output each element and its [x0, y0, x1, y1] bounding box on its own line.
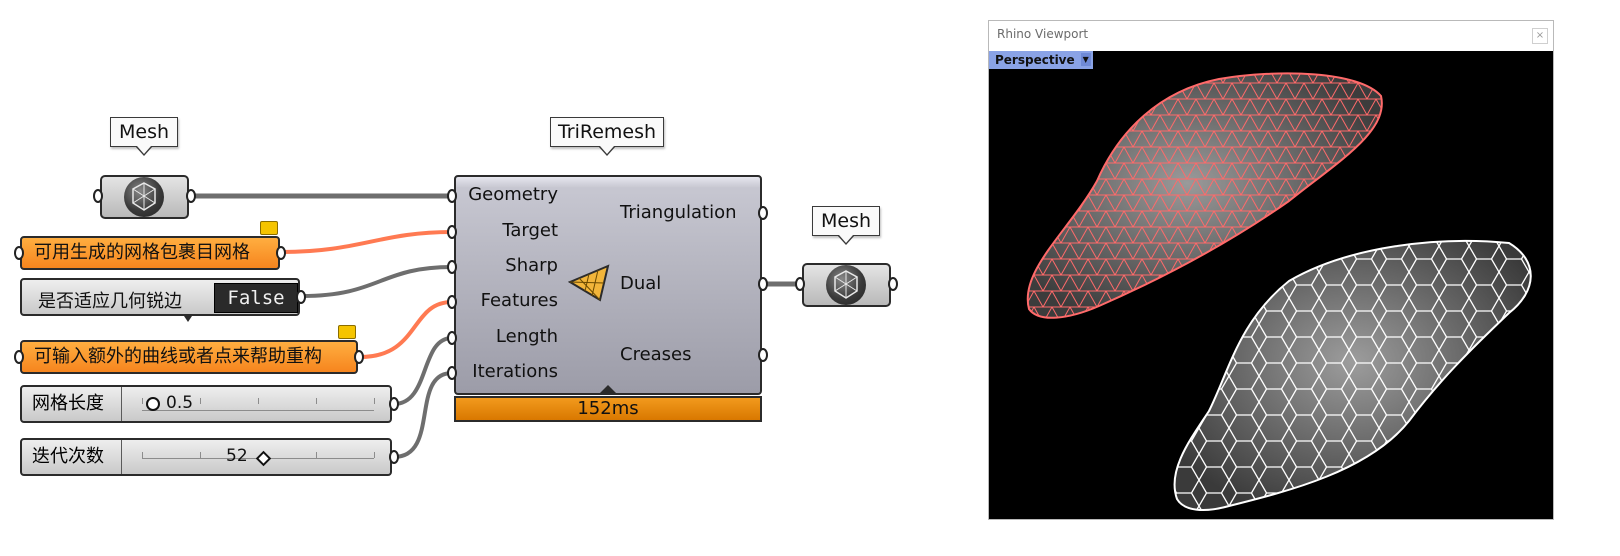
triremesh-top-highlight — [456, 177, 760, 187]
wire-sharp[interactable] — [301, 265, 453, 298]
boolean-toggle-label: 是否适应几何锐边 — [38, 291, 182, 312]
target-note-panel[interactable]: 可用生成的网格包裹目网格 — [20, 236, 280, 270]
view-tab-perspective[interactable]: Perspective ▼ — [989, 51, 1093, 69]
boolean-down-marker — [184, 316, 192, 322]
viewport-title: Rhino Viewport — [997, 27, 1089, 41]
mesh-output-param[interactable] — [802, 263, 891, 307]
slider-tick — [316, 398, 317, 404]
wire-length[interactable] — [393, 336, 453, 406]
slider-tick — [142, 398, 143, 404]
slider-length-track[interactable] — [142, 410, 374, 411]
mesh-output-input-port[interactable] — [795, 277, 805, 291]
features-note-output-port[interactable] — [354, 350, 364, 364]
triangle-mesh-icon — [568, 264, 610, 302]
close-icon[interactable]: × — [1532, 28, 1548, 44]
input-features-label: Features — [480, 290, 558, 311]
mesh-input-param[interactable] — [100, 175, 189, 219]
dual-wire — [1174, 240, 1531, 511]
slider-length-output-port[interactable] — [389, 397, 399, 411]
mesh-output-output-port[interactable] — [888, 277, 898, 291]
slider-length-label: 网格长度 — [22, 387, 122, 421]
triremesh-time-bar: 152ms — [454, 396, 762, 422]
triangulation-wire — [1027, 73, 1382, 318]
input-length-label: Length — [495, 326, 558, 347]
output-creases-port[interactable] — [758, 348, 768, 362]
target-note-output-port[interactable] — [276, 246, 286, 260]
bottom-notch — [600, 385, 616, 393]
mesh-icon — [124, 177, 164, 217]
chevron-down-icon[interactable]: ▼ — [1080, 53, 1091, 66]
output-dual-label: Dual — [620, 273, 662, 294]
slider-tick — [316, 452, 317, 458]
input-features-port[interactable] — [447, 295, 457, 309]
note-icon — [260, 221, 278, 235]
slider-length-handle[interactable] — [146, 397, 160, 411]
slider-tick — [142, 452, 143, 458]
slider-iterations[interactable]: 迭代次数 52 — [20, 438, 392, 476]
tag-triremesh: TriRemesh — [550, 117, 664, 156]
slider-iterations-handle[interactable] — [255, 450, 272, 467]
input-iterations-label: Iterations — [472, 361, 558, 382]
slider-iterations-label: 迭代次数 — [22, 440, 122, 474]
slider-length[interactable]: 网格长度 0.5 — [20, 385, 392, 423]
target-note-input-port[interactable] — [14, 246, 24, 260]
mesh-input-left-port[interactable] — [93, 189, 103, 203]
slider-tick — [200, 398, 201, 404]
input-geometry-port[interactable] — [447, 189, 457, 203]
slider-iterations-output-port[interactable] — [389, 450, 399, 464]
output-dual-port[interactable] — [758, 277, 768, 291]
viewport-canvas[interactable]: Perspective ▼ — [989, 51, 1553, 519]
mesh-input-output-port[interactable] — [186, 189, 196, 203]
view-tab-label: Perspective — [995, 53, 1075, 67]
input-length-port[interactable] — [447, 331, 457, 345]
wire-iterations[interactable] — [393, 371, 453, 459]
input-target-label: Target — [502, 220, 558, 241]
slider-iterations-value: 52 — [226, 446, 248, 466]
slider-tick — [258, 398, 259, 404]
boolean-toggle[interactable]: 是否适应几何锐边 False — [20, 278, 300, 316]
wire-features[interactable] — [359, 300, 453, 359]
boolean-toggle-value[interactable]: False — [214, 283, 298, 313]
output-creases-label: Creases — [620, 344, 692, 365]
slider-length-value: 0.5 — [166, 393, 194, 413]
boolean-output-port[interactable] — [296, 290, 306, 304]
remeshed-geometry — [1026, 72, 1532, 512]
triremesh-component[interactable]: Geometry Target Sharp Features Length It… — [454, 175, 762, 395]
input-sharp-port[interactable] — [447, 260, 457, 274]
rhino-viewport-window[interactable]: Rhino Viewport × — [988, 20, 1554, 520]
input-iterations-port[interactable] — [447, 366, 457, 380]
wire-target[interactable] — [281, 230, 453, 254]
features-note-panel[interactable]: 可输入额外的曲线或者点来帮助重构 — [20, 340, 358, 374]
slider-tick — [374, 452, 375, 458]
output-triangulation-label: Triangulation — [620, 202, 737, 223]
output-triangulation-port[interactable] — [758, 206, 768, 220]
features-note-input-port[interactable] — [14, 350, 24, 364]
input-target-port[interactable] — [447, 225, 457, 239]
tag-mesh-output: Mesh — [812, 206, 880, 245]
slider-tick — [200, 452, 201, 458]
mesh-icon — [826, 265, 866, 305]
input-geometry-label: Geometry — [468, 184, 558, 205]
slider-tick — [374, 398, 375, 404]
note-icon — [338, 325, 356, 339]
tag-mesh-input: Mesh — [110, 117, 178, 156]
input-sharp-label: Sharp — [505, 255, 558, 276]
